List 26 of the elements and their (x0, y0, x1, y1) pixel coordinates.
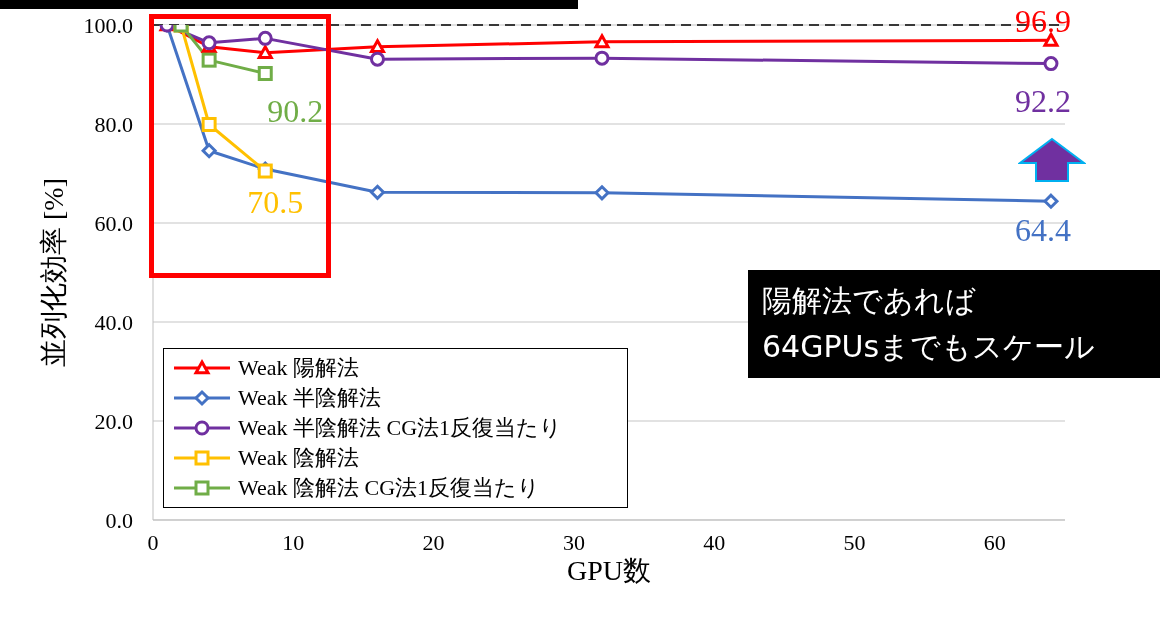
x-tick-label: 40 (703, 529, 726, 555)
legend-label: Weak 陰解法 (238, 444, 360, 472)
x-tick-label: 60 (983, 529, 1006, 555)
legend-label: Weak 半陰解法 CG法1反復当たり (238, 414, 563, 442)
data-label: 90.2 (267, 92, 324, 129)
y-tick-label: 80.0 (94, 111, 133, 137)
y-axis-title: 並列化効率 [%] (37, 178, 69, 367)
data-label: 70.5 (247, 184, 304, 221)
x-tick-label: 20 (422, 529, 445, 555)
annotation: 陽解法であれば 64GPUsまでもスケール (748, 270, 1160, 378)
y-tick-label: 100.0 (83, 12, 133, 38)
y-tick-label: 60.0 (94, 210, 133, 236)
data-label: 92.2 (1014, 82, 1071, 119)
legend-label: Weak 陰解法 CG法1反復当たり (238, 474, 541, 502)
legend-label: Weak 陽解法 (238, 354, 360, 382)
x-tick-label: 10 (282, 529, 305, 555)
x-tick-label: 50 (843, 529, 866, 555)
x-tick-label: 30 (562, 529, 585, 555)
y-tick-label: 20.0 (94, 408, 133, 434)
y-tick-label: 0.0 (105, 507, 133, 533)
x-tick-label: 0 (147, 529, 159, 555)
y-tick-label: 40.0 (94, 309, 133, 335)
x-axis-title: GPU数 (566, 555, 652, 586)
legend-label: Weak 半陰解法 (238, 384, 382, 412)
data-label: 64.4 (1014, 212, 1071, 249)
data-label: 96.9 (1014, 3, 1071, 40)
